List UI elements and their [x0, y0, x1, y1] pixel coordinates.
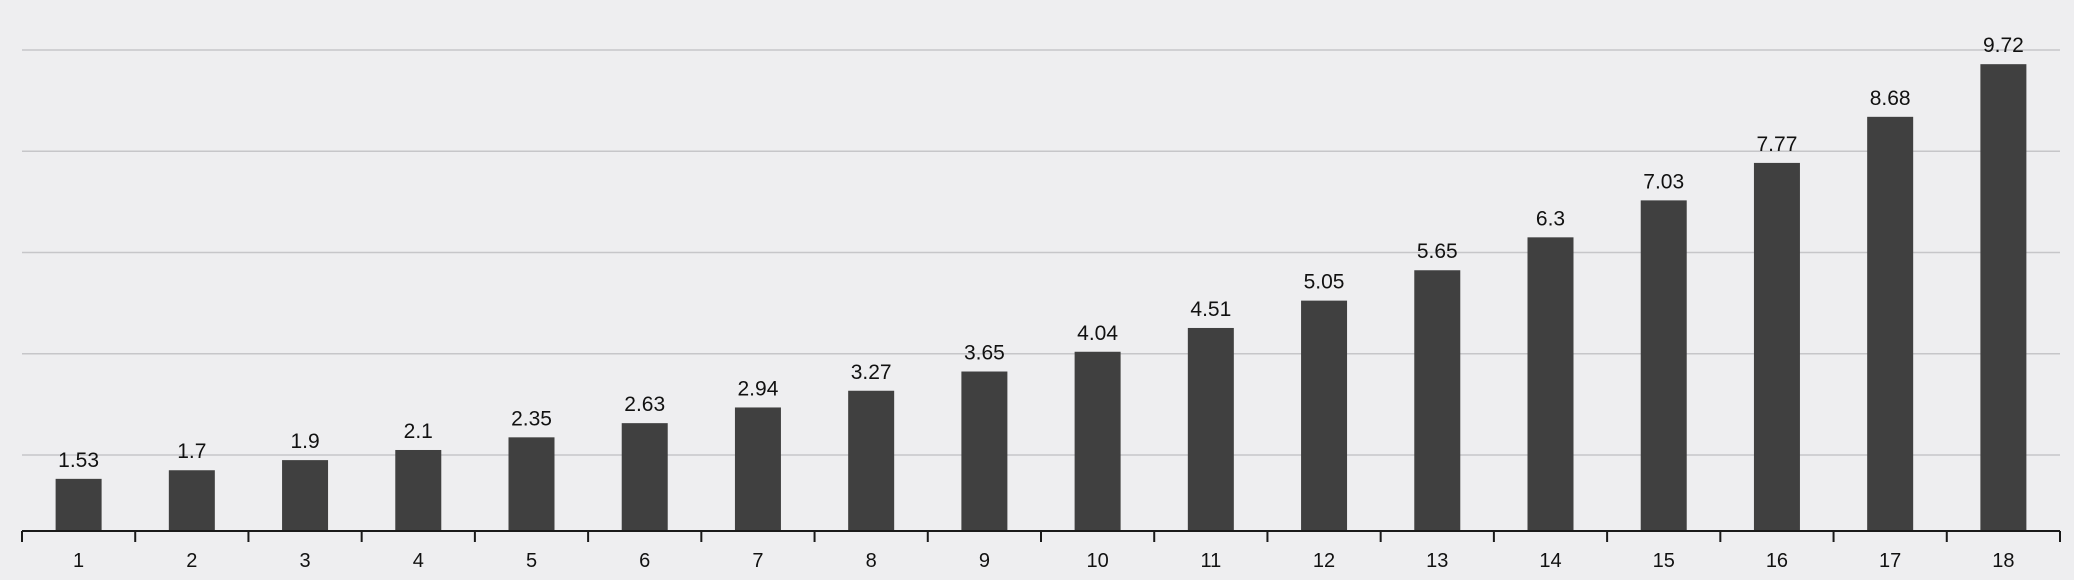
bar-value-label: 2.35 [511, 407, 552, 430]
bars [55, 64, 2027, 532]
bar-value-label: 2.94 [738, 377, 779, 400]
bar-value-label: 1.53 [58, 449, 99, 472]
x-tick-label: 12 [1313, 550, 1335, 572]
bar [168, 470, 215, 531]
bar [1640, 200, 1687, 531]
x-tick-label: 18 [1992, 550, 2014, 572]
bar [734, 407, 781, 531]
x-tick-label: 5 [526, 550, 537, 572]
bar-value-label: 1.9 [290, 430, 319, 453]
bar [508, 437, 555, 531]
bar [1414, 270, 1461, 531]
x-tick-label: 9 [979, 550, 990, 572]
x-tick-label: 13 [1426, 550, 1448, 572]
bar [395, 449, 442, 531]
bar [961, 371, 1008, 531]
x-tick-label: 8 [866, 550, 877, 572]
category-labels: 1 2 3 4 5 6 7 8 9 10 11 12 13 14 15 16 17 18 [73, 550, 2014, 572]
bar-value-label: 4.51 [1190, 298, 1231, 321]
x-tick-label: 2 [186, 550, 197, 572]
x-tick-label: 7 [752, 550, 763, 572]
bar-value-label: 2.1 [404, 420, 433, 443]
bar-value-label: 3.27 [851, 361, 892, 384]
bar-value-label: 1.7 [177, 440, 206, 463]
bar [1980, 64, 2027, 531]
x-tick-label: 17 [1879, 550, 1901, 572]
bar [1753, 162, 1800, 531]
x-axis [21, 530, 2061, 542]
bar-value-label: 6.3 [1536, 207, 1565, 230]
bar [1187, 327, 1234, 531]
bar [621, 423, 668, 531]
bar-value-label: 4.04 [1077, 322, 1118, 345]
bar-value-label: 2.63 [624, 393, 665, 416]
x-tick-label: 10 [1086, 550, 1108, 572]
bar-value-label: 5.05 [1304, 271, 1345, 294]
x-tick-label: 1 [73, 550, 84, 572]
bar [1867, 116, 1914, 532]
x-tick-label: 4 [413, 550, 424, 572]
bar-value-label: 9.72 [1983, 34, 2024, 57]
bar [1527, 237, 1574, 531]
bar [282, 460, 329, 531]
x-tick-label: 11 [1200, 550, 1221, 572]
x-tick-label: 16 [1766, 550, 1788, 572]
bar [1301, 300, 1348, 531]
x-tick-label: 3 [299, 550, 310, 572]
bar-value-label: 7.77 [1757, 133, 1798, 156]
bar-value-label: 5.65 [1417, 240, 1458, 263]
gridlines [22, 49, 2060, 456]
value-labels: 1.53 1.7 1.9 2.1 2.35 2.63 2.94 3.27 3.65 4.04 4.5… [58, 34, 2024, 472]
bar [55, 478, 102, 531]
bar-value-label: 8.68 [1870, 87, 1911, 110]
bar [1074, 351, 1121, 531]
bar [848, 390, 895, 531]
bar-value-label: 3.65 [964, 342, 1005, 365]
x-tick-label: 15 [1653, 550, 1675, 572]
bar-value-label: 7.03 [1643, 170, 1684, 193]
x-tick-label: 6 [639, 550, 650, 572]
x-tick-label: 14 [1539, 550, 1561, 572]
